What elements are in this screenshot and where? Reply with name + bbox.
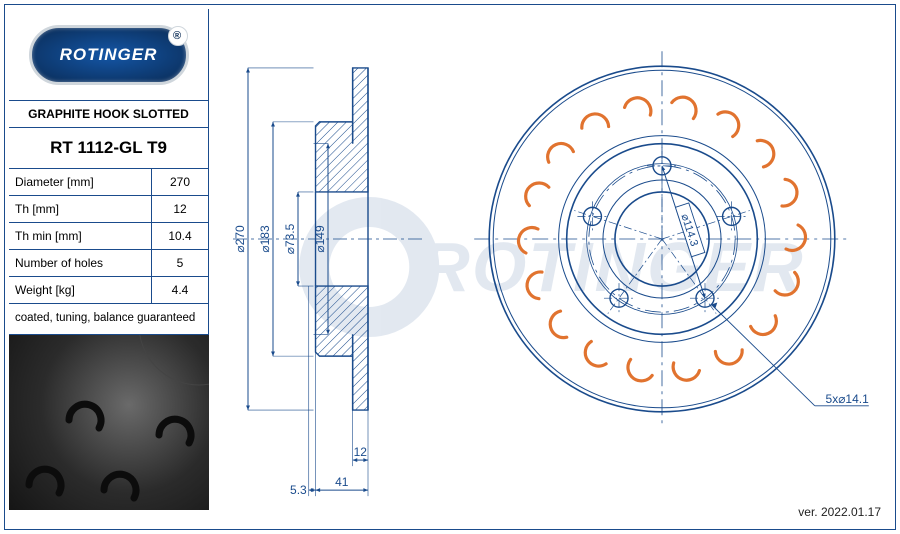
- svg-text:⌀149: ⌀149: [313, 225, 327, 253]
- spec-label: Diameter [mm]: [9, 169, 152, 195]
- technical-drawing: ROTINGER ⌀270⌀183⌀73.5⌀149125.341 ⌀114.3…: [213, 9, 891, 525]
- svg-text:12: 12: [354, 445, 368, 459]
- product-photo: [9, 335, 209, 510]
- svg-text:41: 41: [335, 475, 349, 489]
- spec-label: Th [mm]: [9, 196, 152, 222]
- spec-label: Weight [kg]: [9, 277, 152, 303]
- brand-logo: ROTINGER: [29, 25, 189, 85]
- logo-cell: ROTINGER: [9, 9, 208, 101]
- spec-value: 4.4: [152, 277, 208, 303]
- front-view: ⌀114.35x⌀14.1: [447, 9, 887, 529]
- svg-text:⌀270: ⌀270: [233, 225, 247, 253]
- note-row: coated, tuning, balance guaranteed: [9, 304, 208, 335]
- spec-row: Weight [kg] 4.4: [9, 277, 208, 304]
- spec-value: 12: [152, 196, 208, 222]
- spec-label: Th min [mm]: [9, 223, 152, 249]
- product-title: GRAPHITE HOOK SLOTTED: [9, 101, 208, 127]
- svg-text:5.3: 5.3: [290, 483, 307, 497]
- svg-text:⌀73.5: ⌀73.5: [283, 223, 297, 254]
- spec-value: 10.4: [152, 223, 208, 249]
- spec-row: Number of holes 5: [9, 250, 208, 277]
- note-text: coated, tuning, balance guaranteed: [9, 304, 208, 334]
- spec-value: 5: [152, 250, 208, 276]
- drawing-frame: ROTINGER GRAPHITE HOOK SLOTTED RT 1112-G…: [4, 4, 896, 530]
- spec-row: Th [mm] 12: [9, 196, 208, 223]
- spec-value: 270: [152, 169, 208, 195]
- version-label: ver. 2022.01.17: [798, 505, 881, 519]
- photo-slots-overlay: [9, 335, 209, 510]
- spec-label: Number of holes: [9, 250, 152, 276]
- brand-name: ROTINGER: [60, 45, 158, 65]
- part-number-row: RT 1112-GL T9: [9, 128, 208, 169]
- svg-text:⌀183: ⌀183: [258, 225, 272, 253]
- side-view: ⌀270 ⌀183 ⌀73.5 ⌀149 12 5.3 41: [213, 9, 453, 529]
- spec-row: Diameter [mm] 270: [9, 169, 208, 196]
- product-title-row: GRAPHITE HOOK SLOTTED: [9, 101, 208, 128]
- part-number: RT 1112-GL T9: [9, 128, 208, 168]
- svg-text:5x⌀14.1: 5x⌀14.1: [826, 392, 870, 406]
- spec-row: Th min [mm] 10.4: [9, 223, 208, 250]
- spec-panel: ROTINGER GRAPHITE HOOK SLOTTED RT 1112-G…: [9, 9, 209, 510]
